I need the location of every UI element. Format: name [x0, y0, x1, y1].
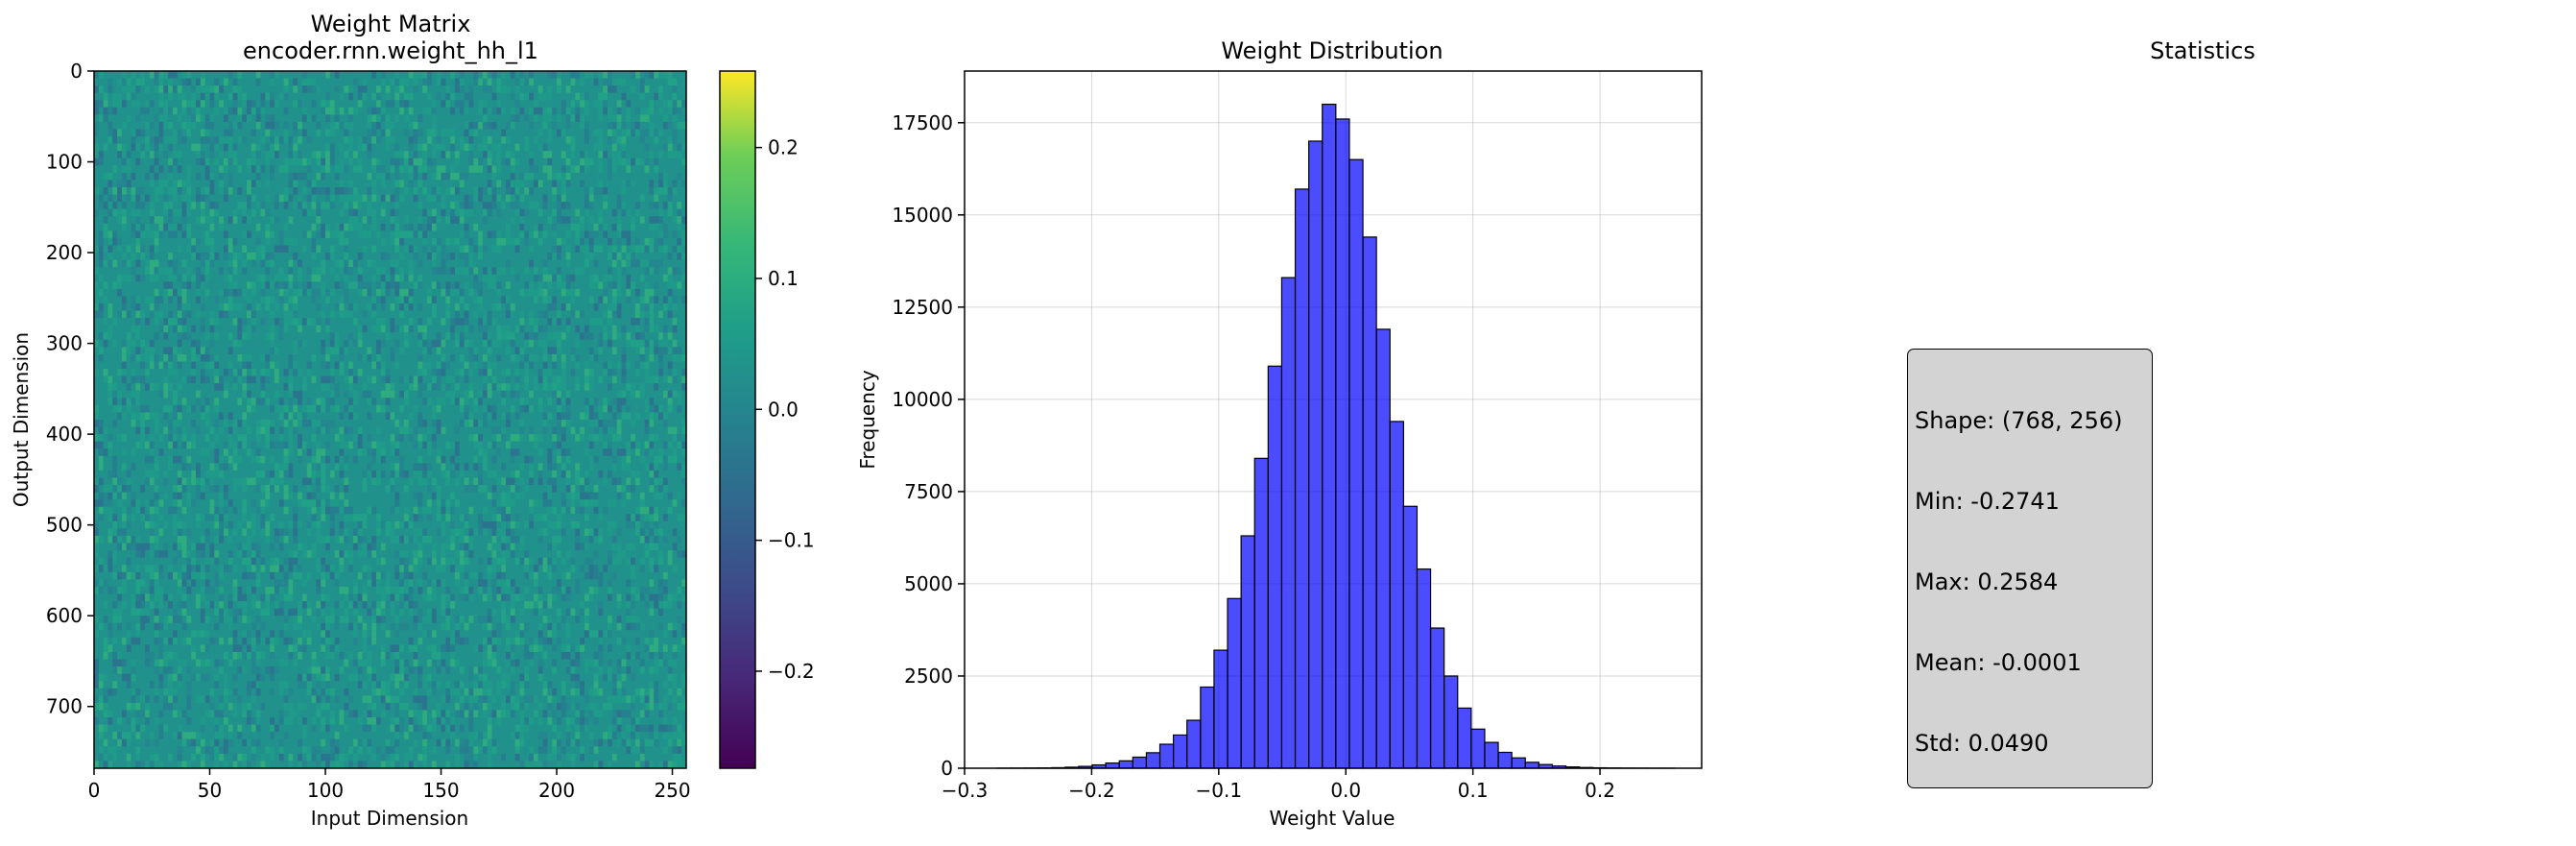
histogram-bar — [1309, 141, 1323, 768]
heatmap-x-tick-label: 0 — [88, 779, 101, 802]
colorbar-tick-label: 0.1 — [768, 267, 799, 290]
weight-distribution-panel: Weight Distribution −0.3 −0.2 −0.1 0.0 0.1 0.… — [856, 37, 1702, 830]
histogram-bar — [1133, 757, 1146, 768]
histogram-bar — [1512, 758, 1525, 768]
histogram-bar — [1458, 708, 1471, 768]
heatmap-y-tick-label: 600 — [46, 604, 83, 627]
histogram-bar — [1525, 762, 1538, 768]
histogram-bar — [1376, 329, 1390, 768]
heatmap-x-axis: 0 50 100 150 200 250 — [88, 768, 691, 802]
stats-mean: Mean: -0.0001 — [1915, 649, 2145, 676]
heatmap-x-tick-label: 50 — [198, 779, 222, 802]
histogram-y-tick-label: 15000 — [892, 204, 953, 227]
heatmap-y-tick-label: 400 — [46, 423, 83, 446]
histogram-bar — [1241, 536, 1254, 768]
histogram-y-tick-label: 0 — [941, 757, 953, 780]
histogram-x-tick-label: −0.2 — [1068, 779, 1115, 802]
histogram-y-tick-label: 12500 — [892, 296, 953, 319]
colorbar-gradient — [720, 71, 755, 768]
histogram-bar — [1390, 422, 1403, 768]
histogram-bar — [1214, 650, 1228, 768]
histogram-bar — [1349, 159, 1363, 768]
stats-min: Min: -0.2741 — [1915, 488, 2145, 515]
stats-shape: Shape: (768, 256) — [1915, 407, 2145, 434]
heatmap-ylabel: Output Dimension — [10, 332, 33, 507]
histogram-bar — [1254, 458, 1268, 768]
heatmap-x-tick-label: 250 — [654, 779, 690, 802]
histogram-bar — [1403, 506, 1417, 768]
histogram-y-tick-label: 7500 — [904, 480, 953, 503]
heatmap-y-tick-label: 200 — [46, 241, 83, 264]
histogram-bar — [1160, 744, 1174, 768]
histogram-bar — [1431, 628, 1444, 768]
histogram-xlabel: Weight Value — [1270, 807, 1395, 830]
histogram-x-tick-label: 0.0 — [1330, 779, 1361, 802]
colorbar-tick-label: 0.2 — [768, 136, 799, 159]
histogram-y-tick-label: 10000 — [892, 388, 953, 411]
histogram-bar — [1498, 752, 1512, 768]
histogram-bar — [1444, 676, 1458, 768]
histogram-bar — [1268, 366, 1281, 768]
histogram-bar — [1106, 763, 1119, 768]
histogram-x-tick-label: −0.3 — [942, 779, 989, 802]
heatmap-y-tick-label: 300 — [46, 332, 83, 355]
histogram-bar — [1471, 729, 1485, 768]
histogram-bar — [1323, 105, 1336, 768]
colorbar-tick-label: 0.0 — [768, 398, 799, 421]
histogram-bar — [1296, 189, 1309, 768]
histogram-bar — [1187, 720, 1201, 768]
histogram-bar — [1119, 761, 1133, 768]
stats-max: Max: 0.2584 — [1915, 568, 2145, 595]
heatmap-y-axis: 0 100 200 300 400 500 600 700 — [46, 60, 94, 718]
histogram-x-tick-label: 0.2 — [1585, 779, 1615, 802]
colorbar-tick-label: −0.1 — [768, 529, 815, 552]
histogram-bar — [1417, 569, 1430, 768]
histogram-bar — [1174, 735, 1187, 768]
heatmap-y-tick-label: 0 — [70, 60, 83, 83]
histogram-bar — [1146, 753, 1159, 768]
histogram-ylabel: Frequency — [856, 370, 879, 469]
heatmap-x-tick-label: 200 — [538, 779, 575, 802]
histogram-bar — [1336, 119, 1349, 768]
heatmap-y-tick-label: 100 — [46, 151, 83, 174]
histogram-x-axis: −0.3 −0.2 −0.1 0.0 0.1 0.2 — [942, 768, 1615, 802]
weight-matrix-panel: Weight Matrix encoder.rnn.weight_hh_l1 0… — [10, 11, 691, 830]
histogram-y-tick-label: 17500 — [892, 111, 953, 134]
histogram-title: Weight Distribution — [1221, 37, 1443, 64]
histogram-bar — [1201, 687, 1214, 768]
statistics-title: Statistics — [2150, 37, 2255, 64]
histogram-x-tick-label: −0.1 — [1196, 779, 1243, 802]
heatmap-y-tick-label: 700 — [46, 695, 83, 718]
histogram-y-axis: 0 2500 5000 7500 10000 12500 15000 17500 — [892, 111, 965, 780]
histogram-y-tick-label: 5000 — [904, 572, 953, 595]
histogram-x-tick-label: 0.1 — [1458, 779, 1489, 802]
heatmap-xlabel: Input Dimension — [311, 807, 468, 830]
histogram-y-tick-label: 2500 — [904, 665, 953, 688]
histogram-bar — [1228, 598, 1241, 768]
stats-std: Std: 0.0490 — [1915, 730, 2145, 757]
colorbar: 0.2 0.1 0.0 −0.1 −0.2 — [720, 71, 815, 768]
histogram-bars — [997, 105, 1674, 768]
statistics-box: Shape: (768, 256) Min: -0.2741 Max: 0.25… — [1907, 349, 2153, 788]
histogram-bar — [1485, 742, 1498, 768]
colorbar-tick-label: −0.2 — [768, 660, 815, 683]
histogram-bar — [1281, 278, 1295, 768]
heatmap-x-tick-label: 100 — [307, 779, 344, 802]
colorbar-ticks: 0.2 0.1 0.0 −0.1 −0.2 — [755, 136, 815, 683]
heatmap-y-tick-label: 500 — [46, 514, 83, 537]
heatmap-x-tick-label: 150 — [422, 779, 459, 802]
heatmap-subtitle: encoder.rnn.weight_hh_l1 — [243, 37, 538, 64]
heatmap-title: Weight Matrix — [311, 11, 471, 37]
histogram-bar — [1363, 237, 1376, 768]
